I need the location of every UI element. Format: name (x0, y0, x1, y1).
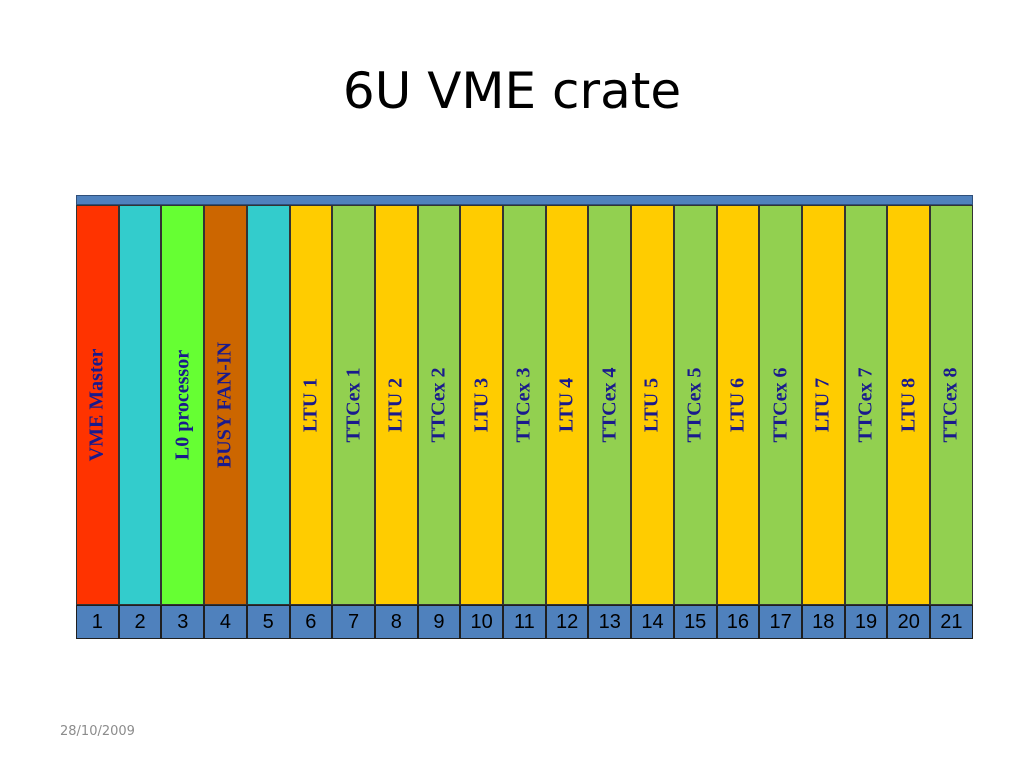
crate-slot: L0 processor (161, 205, 205, 605)
slot-number: 19 (844, 605, 888, 639)
slot-number-row: 1 2 3 4 5 6 7 8 9 10 11 12 13 14 15 16 17 18 19 20 21 (76, 605, 973, 639)
slot-module-label: TTCex 6 (769, 367, 792, 443)
slot-number: 14 (631, 605, 674, 639)
slot-number: 11 (503, 605, 546, 639)
crate-top-rail (76, 195, 973, 205)
slot-number: 13 (588, 605, 632, 639)
slot-number: 20 (887, 605, 931, 639)
crate-slot: TTCex 1 (332, 205, 375, 605)
slot-module-label: VME Master (85, 348, 108, 462)
slot-module-label: TTCex 5 (683, 367, 706, 443)
slot-module-label: BUSY FAN-IN (213, 341, 236, 469)
slot-number: 17 (759, 605, 802, 639)
slot-number: 16 (716, 605, 760, 639)
slot-number: 5 (246, 605, 290, 639)
slot-module-label: TTCex 8 (939, 367, 962, 443)
slot-module-label: LTU 4 (555, 377, 578, 433)
slot-module-label: TTCex 1 (342, 367, 365, 443)
crate-slot: TTCex 8 (930, 205, 973, 605)
slot-module-label: LTU 1 (299, 377, 322, 433)
slot-module-label: LTU 2 (384, 377, 407, 433)
slot-module-label: TTCex 7 (854, 367, 877, 443)
slot-module-label: LTU 6 (726, 377, 749, 433)
crate-slot: LTU 5 (631, 205, 674, 605)
crate-slot: VME Master (76, 205, 119, 605)
slot-module-label: LTU 7 (811, 377, 834, 433)
crate-slot: LTU 4 (545, 205, 589, 605)
slot-number: 6 (289, 605, 333, 639)
slide-date: 28/10/2009 (60, 724, 135, 739)
slot-number: 7 (332, 605, 375, 639)
crate-slot: TTCex 6 (759, 205, 802, 605)
slot-module-label: TTCex 3 (512, 367, 535, 443)
crate-slot: LTU 3 (460, 205, 504, 605)
page-title: 6U VME crate (342, 62, 682, 120)
slot-number: 12 (545, 605, 589, 639)
crate-slot: LTU 6 (716, 205, 760, 605)
slot-module-label: LTU 3 (470, 377, 493, 433)
crate-slot: LTU 1 (289, 205, 333, 605)
crate-slot: TTCex 4 (588, 205, 632, 605)
slot-module-label: LTU 8 (897, 377, 920, 433)
slot-number: 4 (204, 605, 247, 639)
slot-number: 18 (801, 605, 845, 639)
slot-number: 2 (118, 605, 162, 639)
crate-slot (118, 205, 162, 605)
slot-module-label: TTCex 2 (427, 367, 450, 443)
crate-slot: TTCex 7 (844, 205, 888, 605)
crate-slot (246, 205, 290, 605)
crate-slot: TTCex 5 (673, 205, 717, 605)
crate-slot: BUSY FAN-IN (204, 205, 247, 605)
slot-number: 3 (161, 605, 205, 639)
vme-crate-diagram: VME Master L0 processor BUSY FAN-IN LTU 1 TT… (76, 195, 973, 640)
slot-number: 10 (460, 605, 504, 639)
slot-number: 9 (417, 605, 461, 639)
slot-number: 21 (930, 605, 973, 639)
crate-slot: TTCex 3 (503, 205, 546, 605)
slot-module-label: LTU 5 (640, 377, 663, 433)
slot-number: 8 (374, 605, 418, 639)
slot-number: 1 (76, 605, 119, 639)
crate-slot: LTU 2 (374, 205, 418, 605)
crate-slots: VME Master L0 processor BUSY FAN-IN LTU 1 TT… (76, 205, 973, 605)
slot-module-label: L0 processor (171, 349, 194, 461)
slot-module-label: TTCex 4 (598, 367, 621, 443)
crate-slot: TTCex 2 (417, 205, 461, 605)
crate-slot: LTU 7 (801, 205, 845, 605)
crate-slot: LTU 8 (887, 205, 931, 605)
slot-number: 15 (673, 605, 717, 639)
